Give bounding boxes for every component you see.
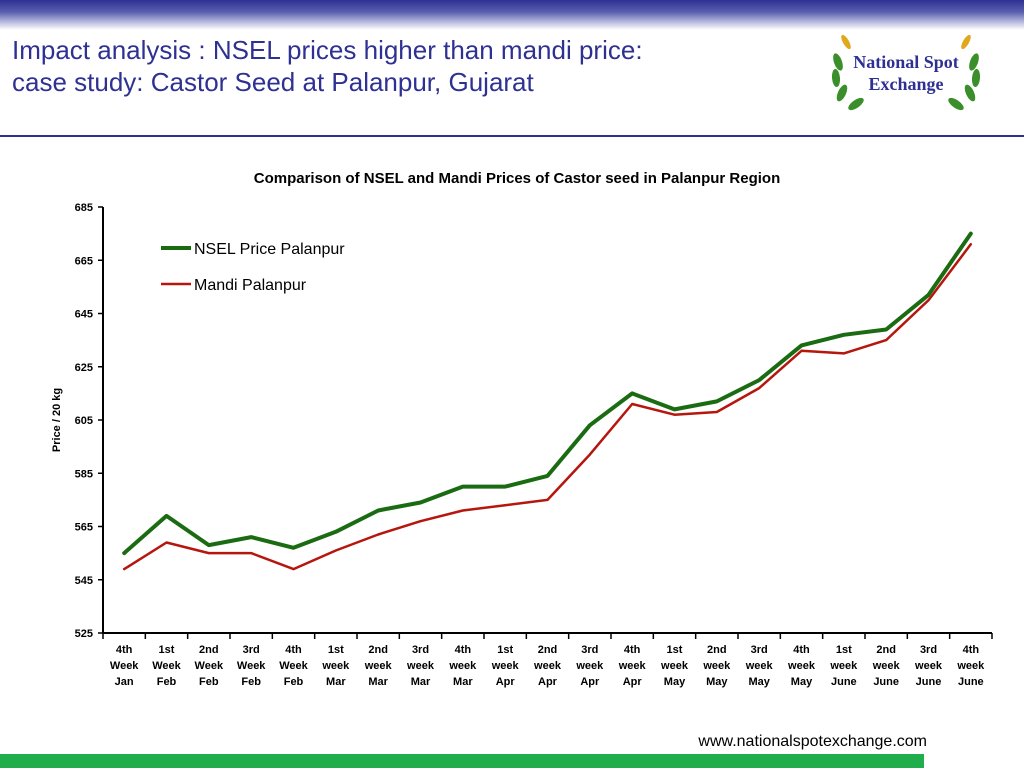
- logo-text-line2: Exchange: [868, 74, 943, 94]
- y-tick-label: 665: [75, 255, 93, 267]
- x-tick-label: 3rd week Mar: [406, 644, 435, 688]
- x-tick-label: 1st week May: [660, 644, 689, 688]
- data-point-mandi: [165, 541, 168, 544]
- data-point-nsel: [250, 536, 253, 539]
- y-tick-label: 645: [75, 309, 93, 321]
- y-tick-label: 545: [75, 575, 93, 587]
- data-point-nsel: [377, 509, 380, 512]
- y-tick-label: 525: [75, 628, 93, 640]
- data-point-mandi: [842, 352, 845, 355]
- data-point-mandi: [546, 498, 549, 501]
- chart-title: Comparison of NSEL and Mandi Prices of C…: [254, 170, 780, 187]
- y-tick-label: 565: [75, 522, 93, 534]
- legend: NSEL Price Palanpur Mandi Palanpur: [161, 241, 345, 294]
- x-tick-label: 4th Week Jan: [110, 644, 139, 688]
- x-tick-label: 2nd week June: [872, 644, 901, 688]
- national-spot-exchange-logo: National Spot Exchange: [831, 34, 981, 111]
- x-tick-label: 1st Week Feb: [152, 644, 181, 688]
- wheat-icon: [841, 34, 971, 50]
- x-tick-label: 1st week June: [829, 644, 858, 688]
- data-point-mandi: [800, 349, 803, 352]
- y-tick-label: 625: [75, 362, 93, 374]
- x-tick-label: 3rd Week Feb: [237, 644, 266, 688]
- data-point-nsel: [800, 344, 803, 347]
- data-point-nsel: [927, 293, 930, 296]
- x-tick-label: 4th week Apr: [618, 644, 647, 688]
- series-layer: [122, 231, 973, 571]
- footer-url[interactable]: www.nationalspotexchange.com: [698, 733, 927, 750]
- x-tick-label: 4th Week Feb: [279, 644, 308, 688]
- legend-label-mandi: Mandi Palanpur: [194, 277, 307, 294]
- data-point-nsel: [504, 485, 507, 488]
- y-tick-label: 685: [75, 202, 93, 214]
- header-divider: [0, 135, 1024, 137]
- laurel-right-icon: [948, 53, 981, 111]
- data-point-mandi: [673, 413, 676, 416]
- logo-text-line1: National Spot: [853, 52, 959, 72]
- data-point-nsel: [334, 530, 337, 533]
- y-tick-label: 585: [75, 468, 93, 480]
- data-point-mandi: [504, 504, 507, 507]
- y-tick-label: 605: [75, 415, 93, 427]
- data-point-mandi: [715, 411, 718, 414]
- data-point-nsel: [842, 333, 845, 336]
- data-point-nsel: [207, 544, 210, 547]
- header-band: [0, 0, 1024, 30]
- data-point-nsel: [631, 392, 634, 395]
- data-point-nsel: [758, 379, 761, 382]
- laurel-left-icon: [831, 53, 864, 111]
- x-tick-label: 4th week May: [787, 644, 816, 688]
- data-point-mandi: [123, 568, 126, 571]
- data-point-nsel: [546, 474, 549, 477]
- data-point-nsel: [165, 514, 168, 517]
- footer-bar: [0, 754, 924, 768]
- x-tick-label: 1st week Apr: [491, 644, 520, 688]
- data-point-mandi: [207, 552, 210, 555]
- data-point-nsel: [419, 501, 422, 504]
- data-point-mandi: [631, 403, 634, 406]
- x-tick-label: 4th week Mar: [448, 644, 477, 688]
- x-tick-label: 2nd Week Feb: [195, 644, 224, 688]
- axes: 525 545 565 585 605 625 645 665 685 4th Week Jan 1st…: [75, 202, 993, 688]
- data-point-mandi: [885, 339, 888, 342]
- legend-label-nsel: NSEL Price Palanpur: [194, 241, 345, 258]
- x-tick-label: 3rd week Apr: [575, 644, 604, 688]
- data-point-mandi: [969, 243, 972, 246]
- x-tick-label: 4th week June: [956, 644, 985, 688]
- x-tick-label: 1st week Mar: [321, 644, 350, 688]
- data-point-mandi: [292, 568, 295, 571]
- x-tick-label: 3rd week June: [914, 644, 943, 688]
- data-point-mandi: [758, 387, 761, 390]
- data-point-nsel: [123, 552, 126, 555]
- data-point-nsel: [885, 328, 888, 331]
- data-point-mandi: [334, 549, 337, 552]
- x-tick-label: 2nd week May: [702, 644, 731, 688]
- x-tick-label: 2nd week Mar: [364, 644, 393, 688]
- data-point-mandi: [377, 533, 380, 536]
- data-point-nsel: [461, 485, 464, 488]
- data-point-mandi: [250, 552, 253, 555]
- data-point-nsel: [673, 408, 676, 411]
- x-tick-label: 2nd week Apr: [533, 644, 562, 688]
- data-point-nsel: [588, 424, 591, 427]
- x-tick-label: 3rd week May: [745, 644, 774, 688]
- data-point-mandi: [588, 453, 591, 456]
- data-point-nsel: [292, 546, 295, 549]
- data-point-mandi: [461, 509, 464, 512]
- price-comparison-chart: Comparison of NSEL and Mandi Prices of C…: [51, 170, 993, 688]
- data-point-nsel: [969, 232, 972, 235]
- data-point-mandi: [927, 299, 930, 302]
- data-point-mandi: [419, 520, 422, 523]
- y-axis-label: Price / 20 kg: [51, 388, 63, 452]
- slide-title: Impact analysis : NSEL prices higher tha…: [12, 35, 643, 97]
- data-point-nsel: [715, 400, 718, 403]
